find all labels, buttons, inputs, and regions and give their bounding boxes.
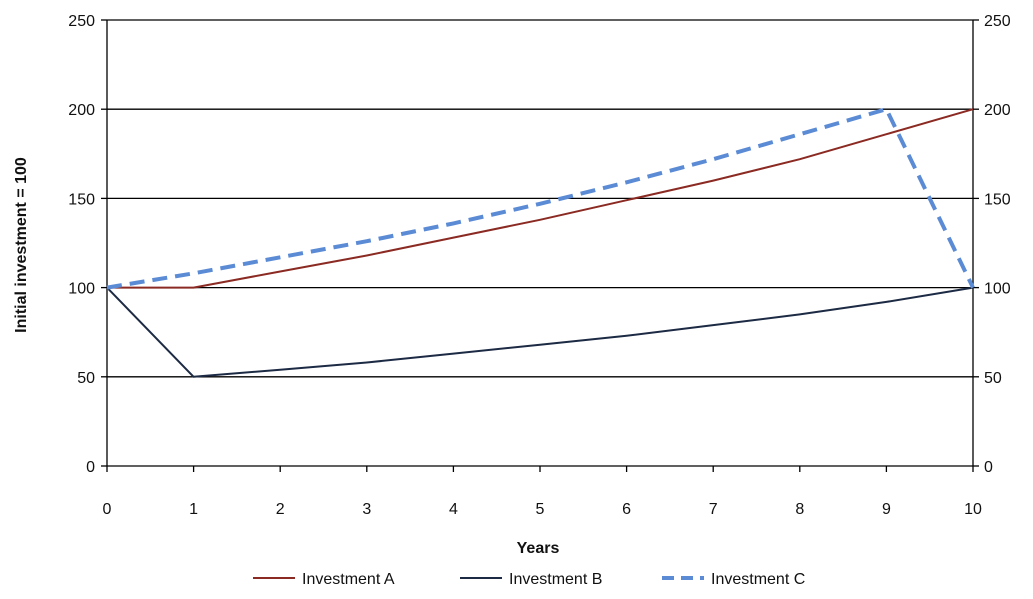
x-axis-ticks: 0 1 2 3 4 5 6 7 8 9 10 — [103, 466, 982, 518]
legend-label-investment-a: Investment A — [302, 571, 395, 588]
x-tick-label: 3 — [362, 501, 371, 518]
x-tick-label: 8 — [795, 501, 804, 518]
legend-label-investment-c: Investment C — [711, 571, 805, 588]
axes — [106, 20, 974, 467]
x-tick-label: 0 — [103, 501, 112, 518]
series-line-investment-a — [107, 108, 974, 289]
y-axis-left-ticks: 0 50 100 150 200 250 — [68, 13, 107, 476]
y-tick-label-right: 250 — [984, 13, 1011, 30]
y-tick-label-left: 0 — [86, 459, 95, 476]
x-tick-label: 2 — [276, 501, 285, 518]
gridlines — [107, 19, 973, 378]
y-tick-label-right: 150 — [984, 191, 1011, 208]
y-axis-right-ticks: 0 50 100 150 200 250 — [973, 13, 1011, 476]
x-tick-label: 9 — [882, 501, 891, 518]
y-tick-label-left: 50 — [77, 370, 95, 387]
legend-label-investment-b: Investment B — [509, 571, 602, 588]
y-tick-label-right: 0 — [984, 459, 993, 476]
series-line-investment-b — [106, 286, 974, 378]
legend: Investment A Investment B Investment C — [253, 571, 805, 588]
y-tick-label-right: 200 — [984, 102, 1011, 119]
y-tick-label-left: 150 — [68, 191, 95, 208]
x-tick-label: 5 — [536, 501, 545, 518]
x-tick-label: 7 — [709, 501, 718, 518]
y-tick-label-left: 250 — [68, 13, 95, 30]
series-line-investment-c — [106, 107, 975, 290]
x-tick-label: 10 — [964, 501, 982, 518]
series-lines — [106, 107, 975, 378]
y-tick-label-left: 100 — [68, 281, 95, 298]
x-tick-label: 6 — [622, 501, 631, 518]
y-tick-label-right: 100 — [984, 281, 1011, 298]
y-tick-label-right: 50 — [984, 370, 1002, 387]
x-axis-label: Years — [517, 540, 560, 557]
y-tick-label-left: 200 — [68, 102, 95, 119]
x-tick-label: 1 — [189, 501, 198, 518]
x-tick-label: 4 — [449, 501, 458, 518]
y-axis-label: Initial investment = 100 — [13, 157, 30, 333]
